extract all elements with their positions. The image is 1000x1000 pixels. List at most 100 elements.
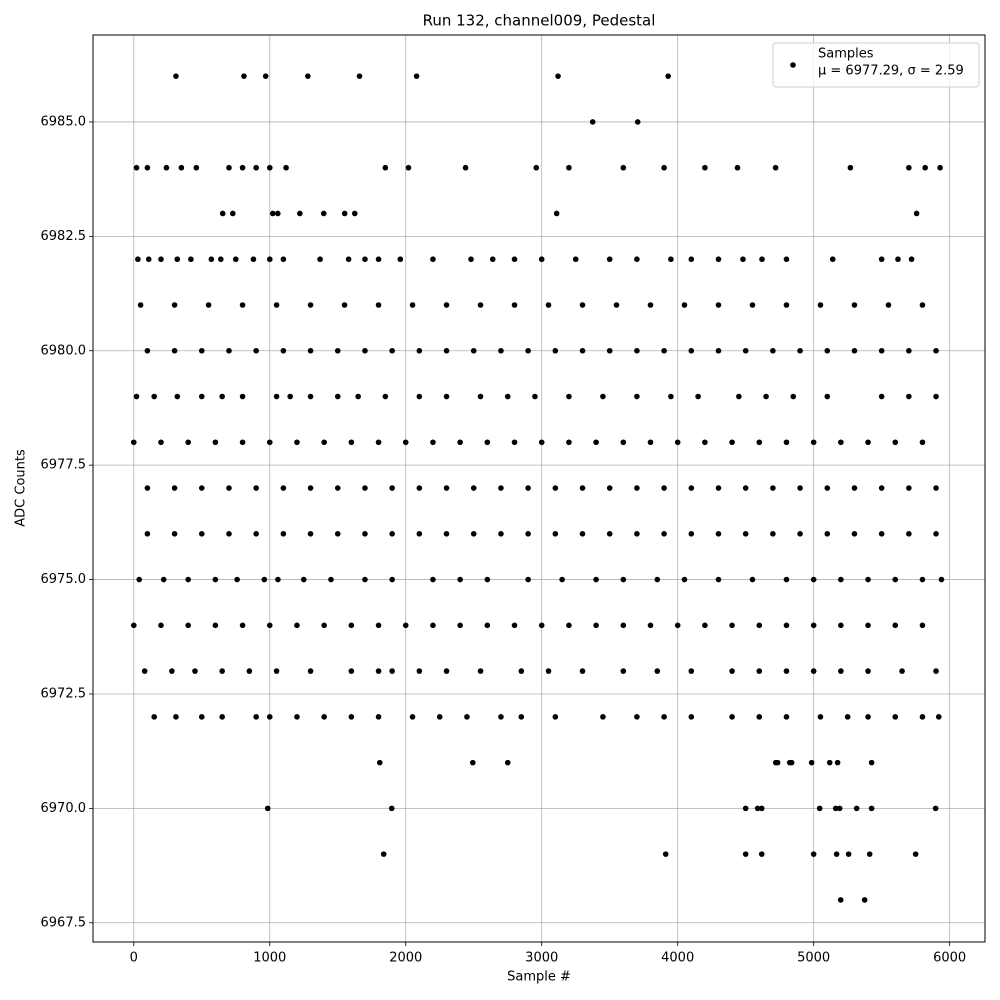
point	[899, 668, 905, 674]
point	[266, 439, 273, 446]
x-tick-label: 4000	[661, 951, 694, 966]
point	[416, 485, 423, 491]
point	[477, 393, 484, 400]
point	[834, 759, 841, 766]
point	[484, 576, 491, 583]
point	[171, 531, 178, 537]
point	[511, 256, 518, 263]
legend: Samples μ = 6977.29, σ = 2.59	[772, 42, 980, 88]
point	[715, 531, 722, 537]
point	[287, 393, 293, 400]
point	[136, 576, 143, 583]
point	[470, 485, 477, 491]
point	[239, 393, 246, 400]
point	[402, 622, 409, 629]
point	[226, 531, 232, 537]
point	[634, 714, 640, 720]
point	[484, 622, 491, 629]
point	[362, 485, 368, 491]
point	[919, 622, 926, 629]
point	[878, 256, 885, 263]
point	[174, 256, 181, 263]
point	[742, 347, 749, 354]
point	[937, 164, 943, 171]
point	[552, 485, 559, 491]
point	[173, 73, 179, 79]
point	[137, 302, 144, 308]
point	[770, 485, 776, 491]
point	[409, 302, 416, 308]
point	[783, 576, 790, 583]
point	[470, 347, 477, 354]
point	[868, 805, 875, 812]
point	[634, 347, 640, 354]
point	[790, 393, 797, 400]
point	[246, 668, 253, 674]
point	[770, 347, 776, 354]
point	[518, 668, 525, 674]
point	[742, 805, 749, 812]
point	[756, 439, 763, 446]
point	[681, 302, 688, 308]
point	[688, 668, 695, 674]
point	[193, 164, 200, 171]
point	[430, 622, 436, 629]
point	[844, 714, 851, 720]
point	[525, 531, 531, 537]
point	[389, 668, 395, 674]
point	[226, 347, 232, 354]
point	[688, 347, 695, 354]
point	[266, 256, 273, 263]
point	[837, 897, 844, 903]
point	[593, 576, 599, 583]
point	[457, 622, 463, 629]
point	[307, 393, 314, 400]
point	[334, 485, 341, 491]
point	[133, 164, 140, 171]
point	[865, 576, 871, 583]
x-tick-label: 2000	[389, 951, 422, 966]
point	[742, 485, 749, 491]
point	[688, 256, 695, 263]
point	[141, 668, 148, 674]
point	[253, 164, 259, 171]
point	[297, 210, 303, 217]
point	[885, 302, 892, 308]
point	[341, 210, 348, 217]
point	[749, 576, 756, 583]
point	[919, 302, 926, 308]
point	[810, 439, 817, 446]
point	[362, 576, 368, 583]
point	[533, 164, 540, 171]
point	[178, 164, 185, 171]
point	[552, 714, 559, 720]
point	[817, 714, 824, 720]
point	[192, 668, 198, 674]
point	[919, 576, 926, 583]
point	[579, 668, 586, 674]
point	[895, 256, 901, 263]
point	[933, 393, 939, 400]
point	[443, 668, 450, 674]
point	[241, 73, 247, 79]
point	[892, 576, 899, 583]
point	[606, 347, 613, 354]
point	[212, 439, 219, 446]
point	[185, 622, 191, 629]
point	[634, 393, 640, 400]
point	[430, 576, 436, 583]
point	[198, 485, 205, 491]
legend-note: μ = 6977.29, σ = 2.59	[818, 64, 964, 79]
point	[253, 347, 259, 354]
point	[572, 256, 579, 263]
point	[620, 668, 627, 674]
point	[198, 531, 205, 537]
y-axis-label: ADC Counts	[14, 449, 29, 527]
point	[906, 164, 912, 171]
point	[593, 439, 599, 446]
point	[484, 439, 491, 446]
point	[158, 439, 164, 446]
point	[469, 759, 476, 766]
point	[145, 256, 152, 263]
point	[838, 668, 844, 674]
